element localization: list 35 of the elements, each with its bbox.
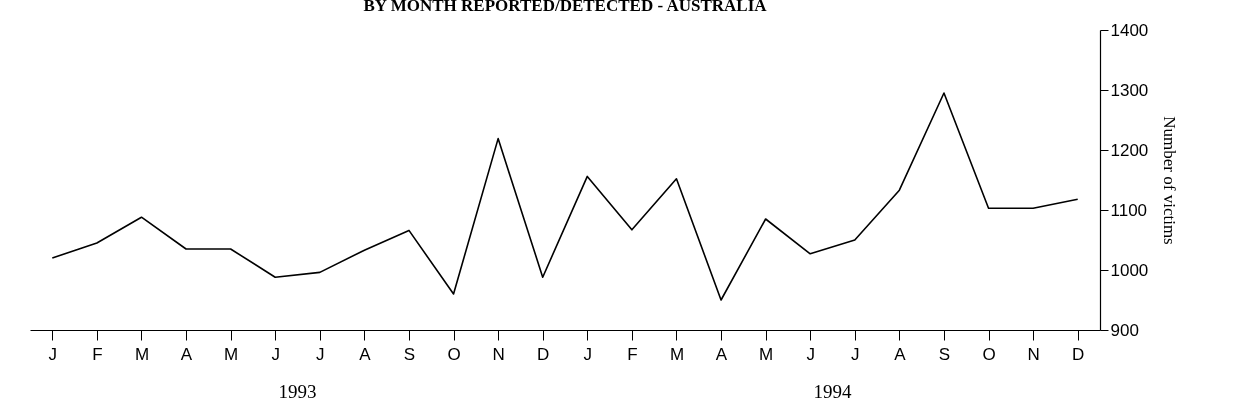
- x-tick-label: F: [627, 344, 638, 364]
- line-series: [51, 92, 1079, 301]
- y-tick-label: 1400: [1110, 20, 1149, 40]
- x-tick-label: M: [224, 344, 239, 364]
- text: 1994: [813, 381, 852, 402]
- x-tick-label: N: [1027, 344, 1040, 364]
- x-tick-label: J: [851, 344, 860, 364]
- x-tick-label: A: [715, 344, 728, 364]
- y-axis-title: Number of victims: [1160, 116, 1180, 245]
- x-tick-label: J: [316, 344, 325, 364]
- x-tick-label: M: [759, 344, 774, 364]
- x-tick-label: A: [359, 344, 372, 364]
- x-tick-label: N: [492, 344, 505, 364]
- x-tick-label: J: [583, 344, 593, 364]
- x-tick-label: A: [894, 344, 907, 364]
- y-tick-label: 900: [1110, 320, 1139, 340]
- x-tick-label: M: [134, 344, 150, 364]
- x-tick-label: A: [180, 344, 193, 364]
- x-tick-label: O: [447, 344, 461, 364]
- text: 1993: [278, 381, 317, 402]
- x-tick-label: J: [271, 344, 280, 364]
- y-tick-label: 1100: [1110, 200, 1148, 220]
- x-tick-label: S: [938, 344, 951, 364]
- y-tick-label: 1300: [1110, 80, 1149, 100]
- x-tick-label: O: [982, 344, 996, 364]
- y-tick-label: 1200: [1110, 140, 1149, 160]
- x-tick-label: J: [48, 344, 58, 364]
- x-tick-label: D: [1072, 344, 1085, 364]
- y-tick-label: 1000: [1110, 260, 1149, 280]
- x-tick-label: F: [92, 344, 103, 364]
- x-tick-label: S: [403, 344, 416, 364]
- chart-title: BY MONTH REPORTED/DETECTED - AUSTRALIA: [363, 0, 768, 15]
- x-tick-label: J: [806, 344, 815, 364]
- x-tick-label: D: [537, 344, 550, 364]
- x-tick-label: M: [669, 344, 685, 364]
